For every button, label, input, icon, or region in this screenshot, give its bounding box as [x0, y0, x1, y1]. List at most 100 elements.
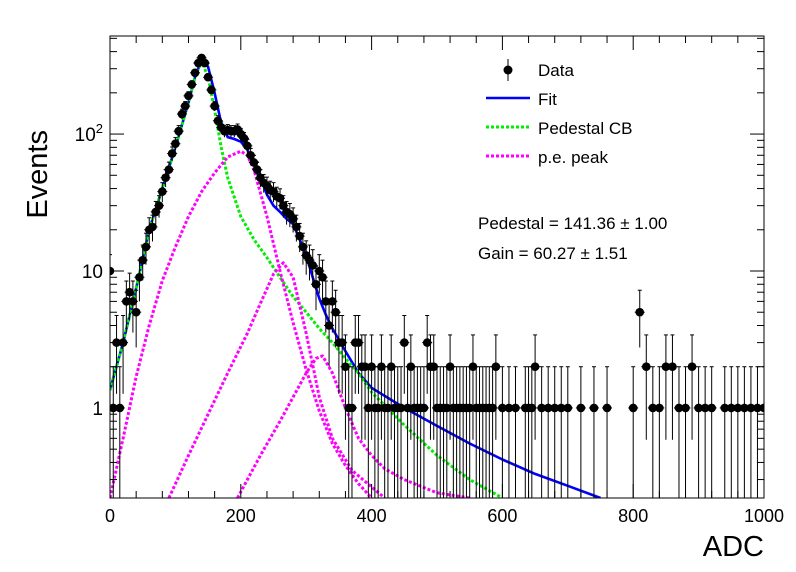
data-point [317, 259, 328, 302]
data-marker [465, 403, 475, 413]
data-point [660, 334, 671, 440]
data-point [190, 68, 201, 78]
data-marker [661, 362, 671, 372]
data-point [549, 366, 560, 498]
data-point [167, 146, 178, 162]
data-marker [687, 362, 697, 372]
data-marker [648, 403, 658, 413]
x-tick-label: 200 [226, 506, 256, 526]
x-tick-label: 1000 [744, 506, 784, 526]
data-marker [184, 91, 193, 101]
data-marker [347, 403, 357, 413]
data-marker [246, 150, 255, 160]
data-point [399, 315, 410, 394]
data-marker [125, 287, 134, 297]
data-point [654, 366, 665, 498]
legend: Data Fit Pedestal CB p.e. peak [486, 59, 633, 167]
data-marker [488, 403, 497, 413]
data-marker [360, 362, 370, 372]
legend-label: Data [538, 61, 574, 80]
data-marker [563, 403, 573, 413]
data-point [428, 334, 439, 440]
legend-entry: Pedestal CB [486, 119, 633, 138]
data-point [503, 366, 514, 498]
data-point [170, 137, 181, 151]
x-axis-label: ADC [703, 531, 764, 563]
x-tick-label: 400 [357, 506, 387, 526]
data-point [562, 366, 573, 498]
data-marker [141, 242, 151, 252]
data-point [147, 214, 158, 242]
data-marker [308, 261, 318, 270]
data-point [667, 334, 678, 440]
data-point [497, 366, 508, 498]
data-point [140, 232, 151, 265]
y-tick-label: 1 [92, 399, 103, 420]
legend-marker [503, 65, 513, 75]
plot-area [110, 53, 764, 498]
data-marker [556, 403, 566, 413]
data-point [160, 169, 171, 187]
data-marker [576, 403, 586, 413]
data-marker [298, 242, 308, 252]
data-point [346, 366, 357, 498]
data-point [588, 366, 599, 498]
data-point [687, 334, 698, 440]
data-marker [442, 403, 452, 413]
data-marker [341, 362, 350, 372]
data-marker [321, 297, 331, 306]
data-marker [210, 101, 219, 111]
data-point [530, 334, 541, 440]
legend-entry: Fit [486, 90, 557, 109]
data-point [239, 132, 250, 145]
data-marker [354, 338, 363, 347]
data-point [307, 249, 318, 287]
data-point [422, 315, 433, 394]
data-marker [396, 403, 406, 413]
data-marker [628, 403, 638, 413]
data-marker [318, 272, 327, 282]
data-point [186, 80, 197, 89]
data-point [634, 289, 645, 348]
plot-frame [109, 35, 765, 499]
x-tick-label: 800 [618, 506, 648, 526]
data-marker [491, 362, 501, 372]
data-marker [668, 362, 677, 372]
data-point [154, 195, 165, 218]
data-marker [213, 116, 223, 126]
data-point [680, 366, 691, 498]
data-marker [550, 403, 560, 413]
data-marker [295, 231, 304, 241]
data-marker [161, 173, 170, 183]
data-point [376, 334, 387, 440]
data-marker [655, 403, 664, 413]
x-tick-label: 0 [105, 506, 115, 526]
data-point [490, 334, 501, 440]
data-marker [128, 297, 138, 306]
data-marker [377, 362, 386, 372]
data-marker [602, 403, 612, 413]
data-marker [674, 403, 684, 413]
data-point [510, 366, 521, 498]
data-point [203, 72, 214, 82]
data-marker [200, 58, 210, 68]
data-point [396, 366, 407, 498]
data-point [297, 232, 308, 265]
y-tick-label: 10 [82, 262, 103, 283]
data-marker [694, 403, 703, 413]
data-marker [589, 403, 599, 413]
data-marker [373, 403, 383, 413]
data-marker [331, 307, 340, 317]
data-point [131, 289, 142, 348]
data-marker [180, 101, 190, 111]
legend-entry: p.e. peak [486, 148, 608, 167]
data-point [157, 182, 168, 203]
data-marker [187, 80, 197, 89]
data-marker [733, 403, 743, 413]
data-marker [498, 403, 507, 413]
legend-label: Pedestal CB [538, 119, 633, 138]
data-point [386, 334, 397, 440]
data-marker [158, 187, 167, 196]
data-point [180, 101, 191, 111]
